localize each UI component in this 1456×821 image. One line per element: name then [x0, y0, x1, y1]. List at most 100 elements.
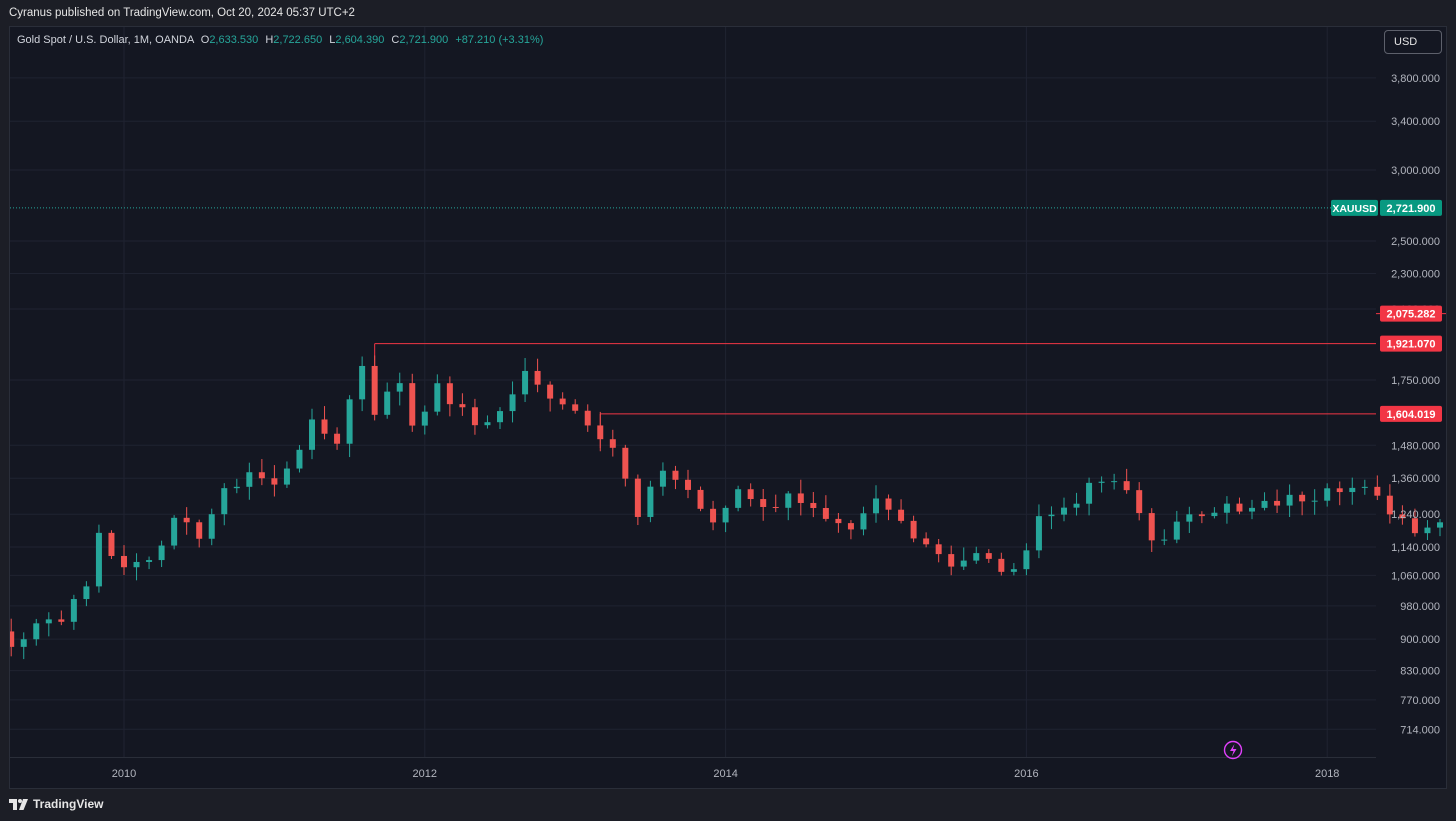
price-axis[interactable]: 3,800.000 3,400.000 3,000.000 2,500.000 2,30… — [1391, 73, 1440, 736]
y-tick-label: 2,500.000 — [1391, 236, 1440, 248]
grid — [10, 27, 1376, 758]
candle-body — [471, 407, 478, 426]
candle-body — [1249, 507, 1255, 512]
y-tick-label: 1,140.000 — [1391, 542, 1440, 554]
candle-body — [346, 399, 353, 444]
y-tick-label: 980.000 — [1400, 601, 1440, 613]
candle-body — [221, 488, 228, 515]
y-tick-label: 3,800.000 — [1391, 73, 1440, 85]
candle-body — [1261, 500, 1268, 508]
candle-body — [484, 422, 491, 426]
candle-body — [1073, 503, 1080, 508]
level-badge-label: 1,921.070 — [1387, 339, 1436, 351]
candle-body — [1236, 503, 1243, 512]
x-tick-label: 2012 — [413, 768, 437, 780]
candle-body — [10, 631, 15, 647]
price-chart[interactable]: 3,800.000 3,400.000 3,000.000 2,500.000 2,30… — [10, 27, 1446, 788]
tradingview-logo-icon — [9, 798, 28, 810]
candle-body — [1336, 488, 1343, 493]
candle-body — [83, 586, 90, 600]
open-value: 2,633.530 — [209, 34, 259, 46]
candle-body — [1324, 488, 1331, 501]
candle-body — [208, 514, 215, 539]
candle-body — [384, 391, 391, 415]
candle-body — [935, 544, 942, 555]
level-badge — [1380, 335, 1442, 352]
y-tick-label: 1,240.000 — [1391, 509, 1440, 521]
candle-body — [421, 411, 428, 426]
candle-body — [1211, 512, 1218, 517]
high-value: 2,722.650 — [273, 34, 323, 46]
close-label: C — [391, 34, 400, 46]
y-tick-label: 770.000 — [1400, 695, 1440, 707]
x-tick-label: 2014 — [713, 768, 737, 780]
candle-body — [885, 498, 892, 510]
candle-body — [309, 419, 315, 450]
tradingview-logo[interactable]: TradingView — [9, 797, 103, 811]
candle-body — [960, 560, 967, 567]
y-tick-label: 3,000.000 — [1391, 165, 1440, 177]
candle-body — [121, 555, 127, 568]
candle-body — [685, 479, 691, 490]
candle-body — [1098, 481, 1105, 483]
candle-body — [822, 507, 829, 519]
symbol-badge-label: XAUUSD — [1332, 203, 1377, 215]
candle-body — [785, 493, 792, 508]
ohlc-legend: Gold Spot / U.S. Dollar, 1M, OANDA O2,63… — [17, 34, 543, 46]
candle-body — [547, 384, 554, 399]
candle-body — [334, 433, 341, 444]
candle-body — [1274, 500, 1281, 506]
candle-body — [171, 517, 178, 546]
candle-body — [1361, 486, 1368, 488]
candle-body — [735, 489, 742, 508]
candle-body — [810, 502, 817, 508]
candle-body — [1311, 500, 1318, 502]
candle-body — [409, 383, 416, 426]
last-price-badge — [1380, 199, 1442, 216]
y-tick-label: 900.000 — [1400, 634, 1440, 646]
candle-body — [1086, 482, 1093, 504]
change-value: +87.210 (+3.31%) — [455, 34, 544, 46]
candle-body — [1023, 550, 1030, 570]
candle-body — [1173, 521, 1180, 540]
y-tick-label: 1,060.000 — [1391, 570, 1440, 582]
candle-body — [446, 383, 453, 405]
candle-body — [747, 489, 754, 500]
candle-body — [835, 518, 842, 524]
symbol-badge — [1331, 199, 1378, 216]
level-badge-label: 1,604.019 — [1387, 409, 1436, 421]
candle-body — [559, 398, 566, 405]
time-axis[interactable]: 201020122014201620182020202220242026 — [112, 768, 1446, 780]
flash-icon[interactable] — [1223, 740, 1243, 760]
y-tick-label: 1,360.000 — [1391, 473, 1440, 485]
candle-body — [497, 411, 503, 423]
chart-panel[interactable]: 3,800.000 3,400.000 3,000.000 2,500.000 2,30… — [9, 26, 1447, 789]
candle-body — [1386, 495, 1393, 515]
candle-body — [659, 470, 666, 487]
candle-body — [20, 639, 27, 647]
candle-body — [1035, 516, 1042, 551]
candle-body — [271, 478, 278, 485]
candle-body — [584, 410, 591, 426]
candle-body — [1223, 503, 1230, 513]
y-tick-label: 1,750.000 — [1391, 375, 1440, 387]
candles — [10, 355, 1443, 660]
candle-body — [609, 439, 616, 448]
candle-body — [133, 561, 140, 568]
candle-body — [283, 468, 290, 485]
candle-body — [898, 509, 905, 521]
currency-button[interactable]: USD — [1384, 30, 1442, 54]
high-label: H — [265, 34, 274, 46]
candle-body — [434, 383, 441, 412]
candle-body — [396, 383, 403, 392]
candle-body — [1198, 514, 1205, 517]
candle-body — [847, 523, 854, 530]
candle-body — [1374, 486, 1381, 496]
candle-body — [860, 513, 867, 530]
x-tick-label: 2016 — [1014, 768, 1038, 780]
candle-body — [534, 370, 541, 385]
low-value: 2,604.390 — [335, 34, 385, 46]
candle-body — [1286, 494, 1293, 506]
candle-body — [146, 560, 153, 562]
close-value: 2,721.900 — [399, 34, 449, 46]
